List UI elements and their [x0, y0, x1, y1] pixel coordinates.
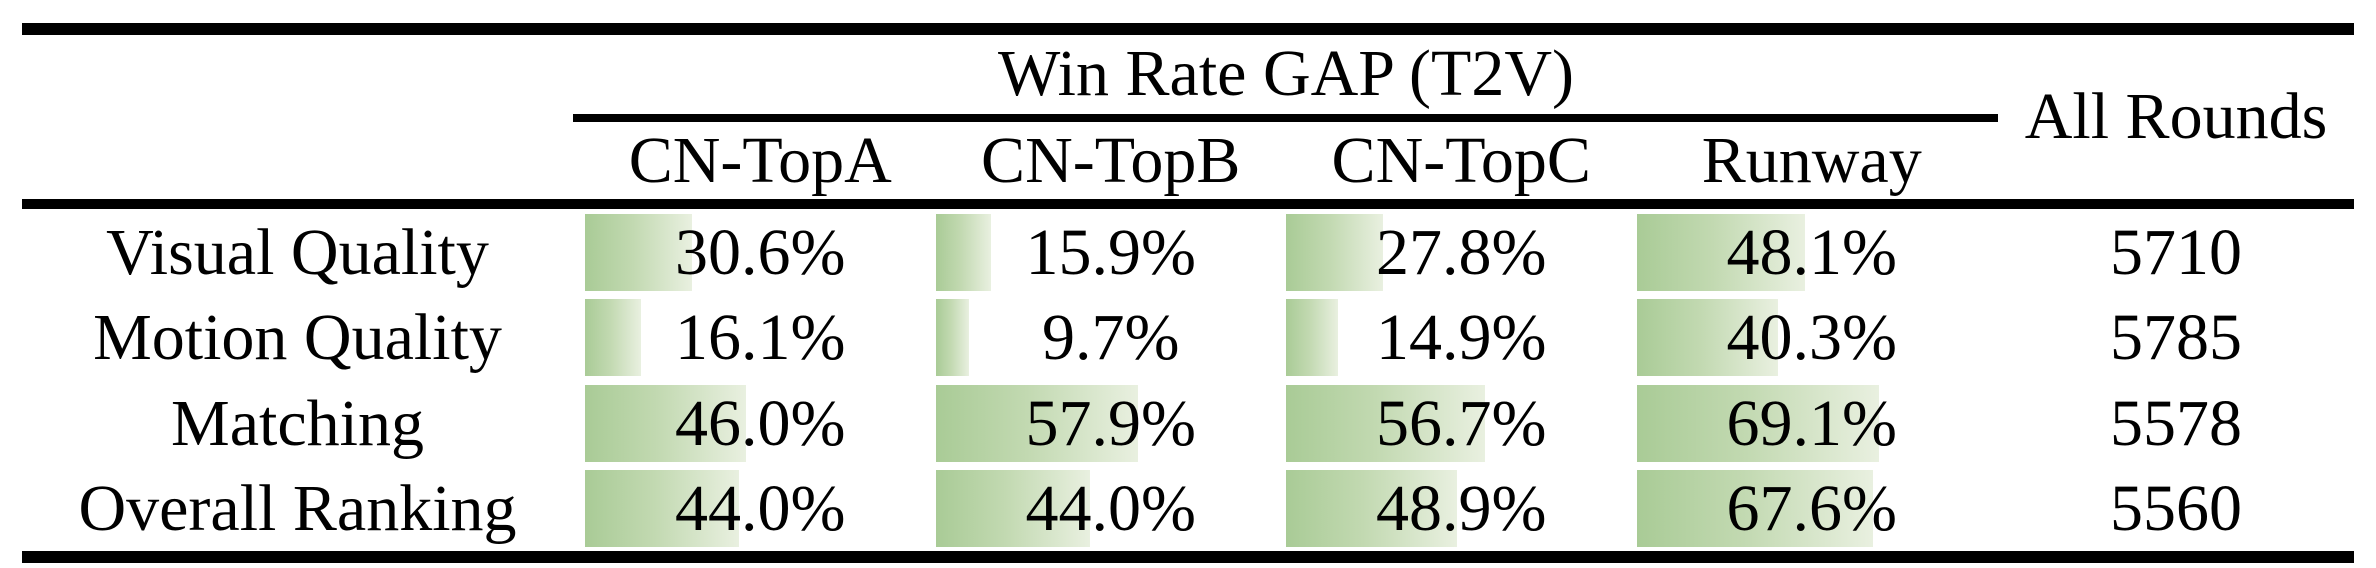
- win-rate-value: 48.1%: [1726, 215, 1897, 289]
- win-rate-value: 44.0%: [1025, 471, 1196, 545]
- column-header-all-rounds: All Rounds: [1998, 36, 2354, 198]
- header-bottom-rule: [22, 199, 2354, 209]
- group-header-label: Win Rate GAP (T2V): [998, 37, 1574, 110]
- win-rate-bar: [1286, 385, 1485, 462]
- win-rate-value: 67.6%: [1726, 471, 1897, 545]
- row-label: Matching: [171, 386, 424, 460]
- win-rate-bar: [1636, 214, 1806, 291]
- win-rate-cell: 15.9%: [935, 210, 1287, 295]
- win-rate-bar: [1636, 470, 1874, 547]
- all-rounds-header-label: All Rounds: [2024, 80, 2328, 153]
- win-rate-cells: 44.0% 44.0% 48.9% 67.6%: [585, 466, 1987, 551]
- win-rate-bar: [1286, 299, 1339, 376]
- win-rate-cell: 44.0%: [935, 466, 1287, 551]
- win-rate-value: 27.8%: [1376, 215, 1547, 289]
- win-rate-bar: [1286, 470, 1458, 547]
- win-rate-bar: [1636, 385, 1879, 462]
- win-rate-value: 9.7%: [1042, 300, 1180, 374]
- win-rate-cell: 56.7%: [1286, 381, 1637, 466]
- group-header-underline-rule: [573, 114, 1998, 122]
- win-rate-value: 69.1%: [1726, 386, 1897, 460]
- column-header-label: CN-TopA: [628, 123, 892, 197]
- win-rate-bar: [935, 214, 992, 291]
- all-rounds-value: 5560: [2110, 471, 2242, 545]
- win-rate-cell: 30.6%: [585, 210, 936, 295]
- win-rate-bar: [1286, 214, 1384, 291]
- win-rate-cell: 69.1%: [1636, 381, 1988, 466]
- win-rate-cell: 57.9%: [935, 381, 1287, 466]
- group-header-win-rate-gap: Win Rate GAP (T2V): [585, 36, 1987, 112]
- win-rate-cell: 9.7%: [935, 295, 1287, 380]
- win-rate-cell: 48.9%: [1286, 466, 1637, 551]
- win-rate-value: 57.9%: [1025, 386, 1196, 460]
- table-bottom-rule: [22, 551, 2354, 563]
- win-rate-value: 15.9%: [1025, 215, 1196, 289]
- column-header-runway: Runway: [1637, 124, 1988, 197]
- win-rate-cell: 46.0%: [585, 381, 936, 466]
- win-rate-value: 44.0%: [675, 471, 846, 545]
- column-header-label: Runway: [1701, 123, 1922, 197]
- win-rate-bar: [585, 385, 747, 462]
- row-label: Motion Quality: [93, 300, 502, 374]
- win-rate-cell: 44.0%: [585, 466, 936, 551]
- column-header-cn-topc: CN-TopC: [1286, 124, 1637, 197]
- win-rate-cell: 14.9%: [1286, 295, 1637, 380]
- column-header-label: CN-TopC: [1331, 123, 1591, 197]
- win-rate-bar: [935, 299, 970, 376]
- win-rate-value: 56.7%: [1376, 386, 1547, 460]
- all-rounds-value: 5785: [2110, 300, 2242, 374]
- table-row-matching: Matching 46.0% 57.9% 56.7% 69.1% 5578: [0, 381, 2376, 466]
- win-rate-value: 48.9%: [1376, 471, 1547, 545]
- win-rate-bar: [585, 214, 693, 291]
- win-rate-cell: 48.1%: [1636, 210, 1988, 295]
- win-rate-cell: 16.1%: [585, 295, 936, 380]
- win-rate-value: 16.1%: [675, 300, 846, 374]
- win-rate-cells: 30.6% 15.9% 27.8% 48.1%: [585, 210, 1987, 295]
- column-header-cn-topb: CN-TopB: [936, 124, 1287, 197]
- win-rate-bar: [585, 299, 642, 376]
- column-header-label: CN-TopB: [981, 123, 1241, 197]
- column-header-cn-topa: CN-TopA: [585, 124, 936, 197]
- win-rate-value: 46.0%: [675, 386, 846, 460]
- win-rate-cell: 67.6%: [1636, 466, 1988, 551]
- win-rate-bar: [585, 470, 740, 547]
- win-rate-value: 30.6%: [675, 215, 846, 289]
- win-rate-bar: [935, 470, 1090, 547]
- table-row-visual-quality: Visual Quality 30.6% 15.9% 27.8% 48.1% 5…: [0, 210, 2376, 295]
- table-row-motion-quality: Motion Quality 16.1% 9.7% 14.9% 40.3% 57…: [0, 295, 2376, 380]
- model-column-headers: CN-TopA CN-TopB CN-TopC Runway: [585, 124, 1987, 197]
- table-row-overall-ranking: Overall Ranking 44.0% 44.0% 48.9% 67.6% …: [0, 466, 2376, 551]
- win-rate-cell: 40.3%: [1636, 295, 1988, 380]
- table-top-rule: [22, 23, 2354, 35]
- row-label: Visual Quality: [106, 215, 489, 289]
- win-rate-bar: [1636, 299, 1778, 376]
- win-rate-cell: 27.8%: [1286, 210, 1637, 295]
- win-rate-cells: 46.0% 57.9% 56.7% 69.1%: [585, 381, 1987, 466]
- all-rounds-value: 5710: [2110, 215, 2242, 289]
- win-rate-cells: 16.1% 9.7% 14.9% 40.3%: [585, 295, 1987, 380]
- all-rounds-value: 5578: [2110, 386, 2242, 460]
- win-rate-bar: [935, 385, 1139, 462]
- win-rate-value: 14.9%: [1376, 300, 1547, 374]
- win-rate-value: 40.3%: [1726, 300, 1897, 374]
- row-label: Overall Ranking: [78, 471, 517, 545]
